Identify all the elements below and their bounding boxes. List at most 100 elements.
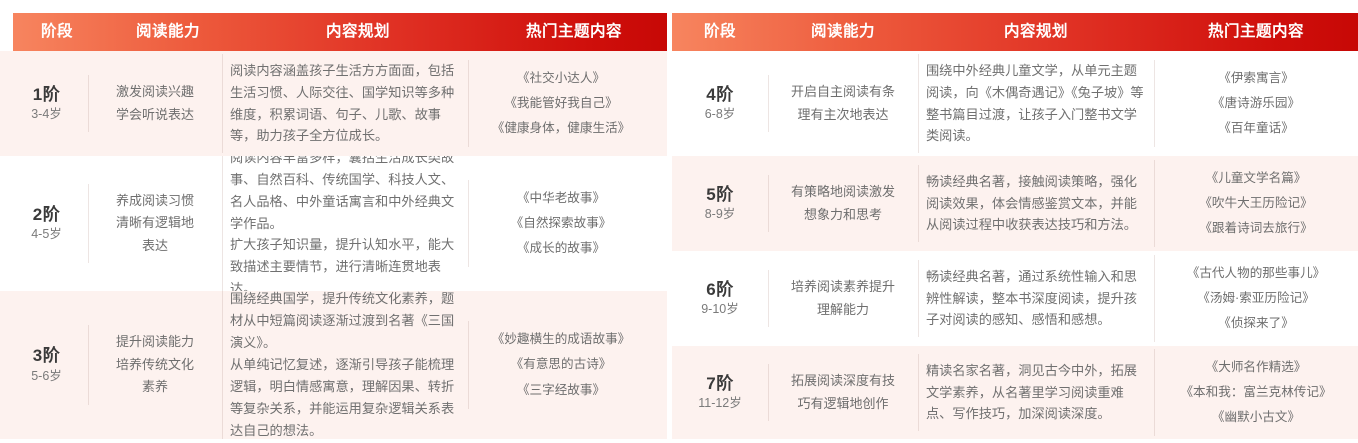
ability-line: 理解能力 <box>816 301 869 317</box>
right-table-body: 4阶 6-8岁 开启自主阅读有条 理有主次地表达 围绕中外经典儿童文学，从单元主题阅读，… <box>672 51 1358 439</box>
cell-ability: 养成阅读习惯 清晰有逻辑地 表达 <box>88 183 222 264</box>
ability-line: 巧有逻辑地创作 <box>797 395 889 411</box>
topic-title: 《唐诗游乐园》 <box>1211 95 1301 110</box>
stage-number: 3阶 <box>32 346 61 366</box>
stage-age-range: 5-6岁 <box>31 368 62 383</box>
header-cell-plan: 内容规划 <box>1003 23 1068 40</box>
header-cell-plan: 内容规划 <box>325 23 390 40</box>
cell-stage: 1阶 3-4岁 <box>0 78 88 129</box>
ability-line: 提升阅读能力 <box>115 334 194 350</box>
header-cell-stage: 阶段 <box>703 23 736 40</box>
stage-number: 6阶 <box>706 279 734 299</box>
cell-ability: 激发阅读兴趣 学会听说表达 <box>88 75 222 132</box>
ability-line: 拓展阅读深度有技 <box>790 373 895 389</box>
ability-line: 想象力和思考 <box>803 206 882 222</box>
stage-number: 2阶 <box>32 204 61 224</box>
topic-title: 《跟着诗词去旅行》 <box>1199 221 1313 236</box>
ability-line: 清晰有逻辑地 <box>115 215 194 231</box>
topic-title: 《百年童话》 <box>1218 121 1294 136</box>
cell-plan: 畅读经典名著，接触阅读策略，强化阅读效果，体会情感鉴赏文本，并能从阅读过程中收获… <box>918 164 1154 243</box>
cell-stage: 3阶 5-6岁 <box>0 339 88 390</box>
topic-title: 《成长的故事》 <box>516 241 606 256</box>
topic-title: 《健康身体，健康生活》 <box>491 121 631 136</box>
cell-topics: 《中华老故事》 《自然探索故事》 《成长的故事》 <box>468 179 654 268</box>
topic-title: 《我能管好我自己》 <box>504 95 618 110</box>
topic-title: 《幽默小古文》 <box>1211 410 1301 425</box>
cell-stage: 5阶 8-9岁 <box>672 178 768 229</box>
table-row: 2阶 4-5岁 养成阅读习惯 清晰有逻辑地 表达 阅读内容丰富多样，囊括生活成长类故事、自… <box>0 156 667 291</box>
stage-number: 5阶 <box>706 184 734 204</box>
ability-line: 激发阅读兴趣 <box>115 84 194 100</box>
header-cell-ability: 阅读能力 <box>810 23 875 40</box>
ability-line: 开启自主阅读有条 <box>790 84 895 100</box>
cell-ability: 拓展阅读深度有技 巧有逻辑地创作 <box>768 364 918 421</box>
left-table-panel: 阶段 阅读能力 内容规划 热门主题内容 1阶 3-4岁 激发阅读兴趣 学会听说表达 阅读… <box>0 0 667 443</box>
topic-title: 《古代人物的那些事儿》 <box>1186 265 1326 280</box>
topic-title: 《有意思的古诗》 <box>510 357 612 372</box>
cell-plan: 围绕中外经典儿童文学，从单元主题阅读，向《木偶奇遇记》《兔子坡》等整书篇目过渡，… <box>918 53 1154 154</box>
stage-number: 7阶 <box>706 373 734 393</box>
cell-plan: 畅读经典名著，通过系统性输入和思辨性解读，整本书深度阅读，提升孩子对阅读的感知、… <box>918 259 1154 338</box>
topic-title: 《妙趣横生的成语故事》 <box>491 332 631 347</box>
ability-line: 培养传统文化 <box>115 356 194 372</box>
cell-topics: 《儿童文学名篇》 《吹牛大王历险记》 《跟着诗词去旅行》 <box>1154 159 1358 248</box>
stage-age-range: 11-12岁 <box>698 396 742 411</box>
stage-age-range: 9-10岁 <box>701 302 739 317</box>
right-table-header-row: 阶段 阅读能力 内容规划 热门主题内容 <box>672 13 1358 51</box>
topic-title: 《社交小达人》 <box>516 70 606 85</box>
cell-plan: 阅读内容丰富多样，囊括生活成长类故事、自然百科、传统国学、科技人文、名人品格、中… <box>222 156 468 291</box>
topic-title: 《自然探索故事》 <box>510 215 612 230</box>
ability-line: 表达 <box>141 237 168 253</box>
stage-age-range: 8-9岁 <box>704 207 736 222</box>
cell-stage: 2阶 4-5岁 <box>0 198 88 249</box>
topic-title: 《三字经故事》 <box>516 382 606 397</box>
cell-ability: 提升阅读能力 培养传统文化 素养 <box>88 325 222 405</box>
topic-title: 《大师名作精选》 <box>1205 359 1307 374</box>
topic-title: 《本和我：富兰克林传记》 <box>1180 384 1332 399</box>
cell-stage: 7阶 11-12岁 <box>672 367 768 418</box>
cell-topics: 《伊索寓言》 《唐诗游乐园》 《百年童话》 <box>1154 59 1358 148</box>
table-row: 1阶 3-4岁 激发阅读兴趣 学会听说表达 阅读内容涵盖孩子生活方方面面，包括生活习惯、… <box>0 51 667 156</box>
cell-topics: 《大师名作精选》《本和我：富兰克林传记》 《幽默小古文》 <box>1154 348 1358 437</box>
table-row: 5阶 8-9岁 有策略地阅读激发 想象力和思考 畅读经典名著，接触阅读策略，强化阅读效果… <box>672 156 1358 251</box>
table-row: 4阶 6-8岁 开启自主阅读有条 理有主次地表达 围绕中外经典儿童文学，从单元主题阅读，… <box>672 51 1358 156</box>
right-table-panel: 阶段 阅读能力 内容规划 热门主题内容 4阶 6-8岁 开启自主阅读有条 理有主次地表… <box>672 0 1358 443</box>
table-row: 6阶 9-10岁 培养阅读素养提升 理解能力 畅读经典名著，通过系统性输入和思辨性解读，… <box>672 251 1358 346</box>
ability-line: 理有主次地表达 <box>797 106 889 122</box>
cell-ability: 开启自主阅读有条 理有主次地表达 <box>768 75 918 132</box>
cell-plan: 精读名家名著，洞见古今中外，拓展文学素养，从名著里学习阅读重难点、写作技巧，加深… <box>918 353 1154 432</box>
left-table-body: 1阶 3-4岁 激发阅读兴趣 学会听说表达 阅读内容涵盖孩子生活方方面面，包括生活习惯、… <box>0 51 667 439</box>
left-table-header-row: 阶段 阅读能力 内容规划 热门主题内容 <box>13 13 667 51</box>
stage-age-range: 3-4岁 <box>31 107 62 122</box>
topic-title: 《汤姆·索亚历险记》 <box>1197 290 1315 305</box>
topic-title: 《吹牛大王历险记》 <box>1199 195 1313 210</box>
stage-age-range: 6-8岁 <box>704 107 736 122</box>
cell-stage: 6阶 9-10岁 <box>672 273 768 324</box>
cell-plan: 围绕经典国学，提升传统文化素养，题材从中短篇阅读逐渐过渡到名著《三国演义》。 从… <box>222 291 468 439</box>
cell-stage: 4阶 6-8岁 <box>672 78 768 129</box>
ability-line: 素养 <box>141 379 168 395</box>
header-cell-topics: 热门主题内容 <box>525 23 622 40</box>
header-cell-ability: 阅读能力 <box>135 23 200 40</box>
table-row: 7阶 11-12岁 拓展阅读深度有技 巧有逻辑地创作 精读名家名著，洞见古今中外，拓展文… <box>672 346 1358 439</box>
cell-topics: 《社交小达人》 《我能管好我自己》 《健康身体，健康生活》 <box>468 59 654 148</box>
ability-line: 学会听说表达 <box>115 106 194 122</box>
stage-age-range: 4-5岁 <box>31 227 62 242</box>
cell-plan: 阅读内容涵盖孩子生活方方面面，包括生活习惯、人际交往、国学知识等多种维度，积累词… <box>222 53 468 154</box>
topic-title: 《侦探来了》 <box>1218 316 1294 331</box>
topic-title: 《中华老故事》 <box>516 190 606 205</box>
cell-ability: 有策略地阅读激发 想象力和思考 <box>768 175 918 232</box>
header-cell-stage: 阶段 <box>40 23 73 40</box>
cell-topics: 《妙趣横生的成语故事》 《有意思的古诗》 《三字经故事》 <box>468 321 654 409</box>
table-row: 3阶 5-6岁 提升阅读能力 培养传统文化 素养 围绕经典国学，提升传统文化素养，题材从中… <box>0 291 667 439</box>
header-cell-topics: 热门主题内容 <box>1207 23 1304 40</box>
ability-line: 有策略地阅读激发 <box>790 184 895 200</box>
ability-line: 培养阅读素养提升 <box>790 279 895 295</box>
stage-number: 1阶 <box>32 84 61 104</box>
ability-line: 养成阅读习惯 <box>115 192 194 208</box>
cell-topics: 《古代人物的那些事儿》 《汤姆·索亚历险记》 《侦探来了》 <box>1154 254 1358 343</box>
topic-title: 《儿童文学名篇》 <box>1205 170 1307 185</box>
topic-title: 《伊索寓言》 <box>1218 70 1294 85</box>
cell-ability: 培养阅读素养提升 理解能力 <box>768 270 918 327</box>
